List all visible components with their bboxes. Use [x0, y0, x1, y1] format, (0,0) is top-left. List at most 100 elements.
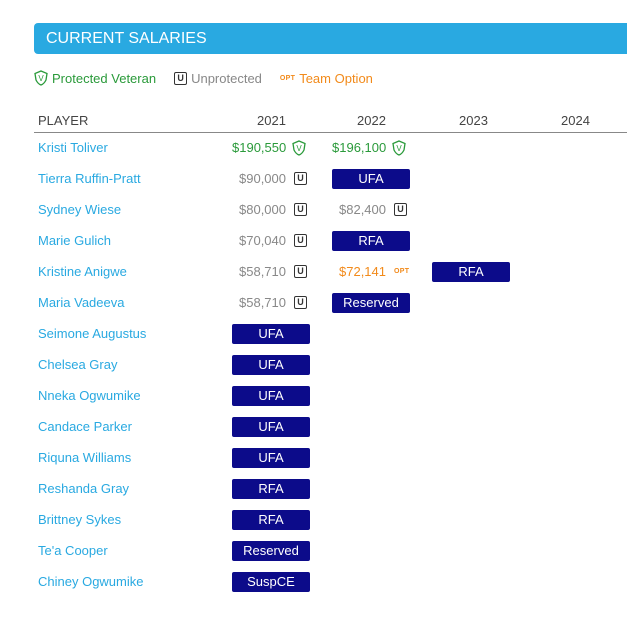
player-name-link[interactable]: Kristine Anigwe: [38, 264, 127, 279]
protected-veteran-icon: V: [392, 139, 406, 156]
table-row: Kristine Anigwe $58,710 U $72,141 OPT RFA: [34, 256, 627, 287]
player-name-link[interactable]: Tierra Ruffin-Pratt: [38, 171, 141, 186]
player-name-link[interactable]: Te'a Cooper: [38, 543, 108, 558]
table-row: Sydney Wiese $80,000 U $82,400 U: [34, 194, 627, 225]
salary-amount: $82,400: [339, 202, 386, 217]
status-badge: RFA: [332, 230, 410, 251]
salary-amount: $90,000: [239, 171, 286, 186]
status-badge: Reserved: [232, 540, 310, 561]
status-cell: Reserved: [332, 287, 410, 318]
protected-veteran-icon: V: [292, 139, 306, 156]
player-name-link[interactable]: Chelsea Gray: [38, 357, 118, 372]
salary-amount: $80,000: [239, 202, 286, 217]
col-2024: 2024: [561, 113, 590, 128]
status-cell: UFA: [232, 380, 310, 411]
status-badge: UFA: [232, 354, 310, 375]
table-row: Chiney Ogwumike SuspCE: [34, 566, 627, 597]
table-row: Chelsea Gray UFA: [34, 349, 627, 380]
player-name-link[interactable]: Chiney Ogwumike: [38, 574, 144, 589]
unprotected-icon: U: [294, 172, 307, 185]
table-row: Brittney Sykes RFA: [34, 504, 627, 535]
legend-option-label: Team Option: [299, 70, 373, 86]
table-row: Maria Vadeeva $58,710 U Reserved: [34, 287, 627, 318]
table-row: Kristi Toliver $190,550 V $196,100 V: [34, 132, 627, 163]
player-name-link[interactable]: Kristi Toliver: [38, 140, 108, 155]
status-cell: UFA: [332, 163, 410, 194]
svg-text:V: V: [38, 74, 44, 83]
salary-amount: $196,100: [332, 140, 387, 155]
salary-amount: $190,550: [232, 140, 287, 155]
table-row: Te'a Cooper Reserved: [34, 535, 627, 566]
player-name-link[interactable]: Seimone Augustus: [38, 326, 147, 341]
player-name-link[interactable]: Maria Vadeeva: [38, 295, 125, 310]
status-badge: UFA: [232, 447, 310, 468]
table-header: PLAYER 2021 2022 2023 2024: [34, 111, 627, 133]
status-cell: RFA: [232, 473, 310, 504]
section-header: CURRENT SALARIES: [34, 23, 627, 54]
salary-cell: $90,000 U: [232, 163, 307, 194]
svg-text:V: V: [396, 144, 402, 153]
unprotected-icon: U: [394, 203, 407, 216]
player-name-link[interactable]: Brittney Sykes: [38, 512, 122, 527]
legend-unprotected: U Unprotected: [174, 71, 262, 86]
status-cell: RFA: [232, 504, 310, 535]
status-badge: UFA: [232, 385, 310, 406]
unprotected-icon: U: [174, 71, 188, 85]
unprotected-icon: U: [294, 203, 307, 216]
salary-cell: $70,040 U: [232, 225, 307, 256]
status-badge: SuspCE: [232, 571, 310, 592]
salary-cell: $72,141 OPT: [332, 256, 409, 287]
status-cell: UFA: [232, 349, 310, 380]
table-row: Seimone Augustus UFA: [34, 318, 627, 349]
legend: V Protected Veteran U Unprotected OPT Te…: [34, 69, 391, 87]
salary-cell: $196,100 V: [332, 132, 406, 163]
table-row: Marie Gulich $70,040 U RFA: [34, 225, 627, 256]
player-name-link[interactable]: Marie Gulich: [38, 233, 111, 248]
status-cell: RFA: [332, 225, 410, 256]
table-row: Reshanda Gray RFA: [34, 473, 627, 504]
svg-text:V: V: [296, 144, 302, 153]
team-option-icon: OPT: [279, 74, 296, 82]
salary-cell: $190,550 V: [232, 132, 306, 163]
legend-option: OPT Team Option: [280, 71, 373, 86]
status-badge: RFA: [232, 478, 310, 499]
salary-amount: $70,040: [239, 233, 286, 248]
player-name-link[interactable]: Reshanda Gray: [38, 481, 130, 496]
salary-amount: $72,141: [339, 264, 386, 279]
col-2022: 2022: [357, 113, 386, 128]
salary-cell: $82,400 U: [332, 194, 407, 225]
salary-amount: $58,710: [239, 264, 286, 279]
status-cell: SuspCE: [232, 566, 310, 597]
status-cell: UFA: [232, 411, 310, 442]
table-row: Nneka Ogwumike UFA: [34, 380, 627, 411]
salary-cell: $80,000 U: [232, 194, 307, 225]
salary-cell: $58,710 U: [232, 287, 307, 318]
col-2023: 2023: [459, 113, 488, 128]
player-name-link[interactable]: Sydney Wiese: [38, 202, 122, 217]
status-cell: UFA: [232, 442, 310, 473]
table-row: Riquna Williams UFA: [34, 442, 627, 473]
status-badge: RFA: [432, 261, 510, 282]
protected-veteran-icon: V: [34, 70, 48, 86]
player-name-link[interactable]: Nneka Ogwumike: [38, 388, 141, 403]
legend-protected: V Protected Veteran: [34, 70, 156, 86]
status-badge: Reserved: [332, 292, 410, 313]
unprotected-icon: U: [294, 265, 307, 278]
status-badge: UFA: [332, 168, 410, 189]
col-2021: 2021: [257, 113, 286, 128]
status-badge: UFA: [232, 323, 310, 344]
team-option-icon: OPT: [394, 268, 410, 275]
section-title: CURRENT SALARIES: [46, 30, 207, 47]
status-cell: Reserved: [232, 535, 310, 566]
legend-protected-label: Protected Veteran: [52, 70, 157, 86]
player-name-link[interactable]: Riquna Williams: [38, 450, 132, 465]
status-cell: RFA: [432, 256, 510, 287]
unprotected-icon: U: [294, 234, 307, 247]
player-name-link[interactable]: Candace Parker: [38, 419, 132, 434]
col-player: PLAYER: [38, 113, 89, 128]
table-row: Candace Parker UFA: [34, 411, 627, 442]
table-row: Tierra Ruffin-Pratt $90,000 U UFA: [34, 163, 627, 194]
status-badge: UFA: [232, 416, 310, 437]
salary-cell: $58,710 U: [232, 256, 307, 287]
unprotected-icon: U: [294, 296, 307, 309]
